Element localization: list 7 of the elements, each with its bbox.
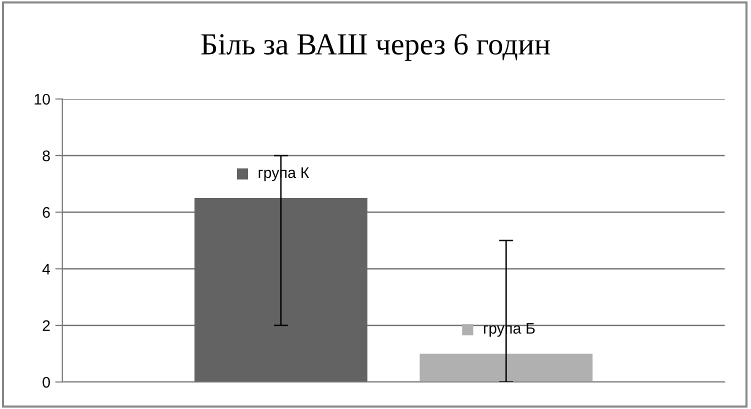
y-tick-label: 0 — [42, 376, 50, 388]
y-tick-label: 2 — [42, 320, 50, 331]
y-tick-label: 4 — [42, 264, 50, 274]
y-tick-label: 8 — [42, 150, 50, 162]
chart-title: Біль за ВАШ через 6 годин — [201, 34, 550, 61]
y-tick-label: 10 — [34, 94, 50, 105]
y-tick-label: 6 — [42, 207, 50, 218]
